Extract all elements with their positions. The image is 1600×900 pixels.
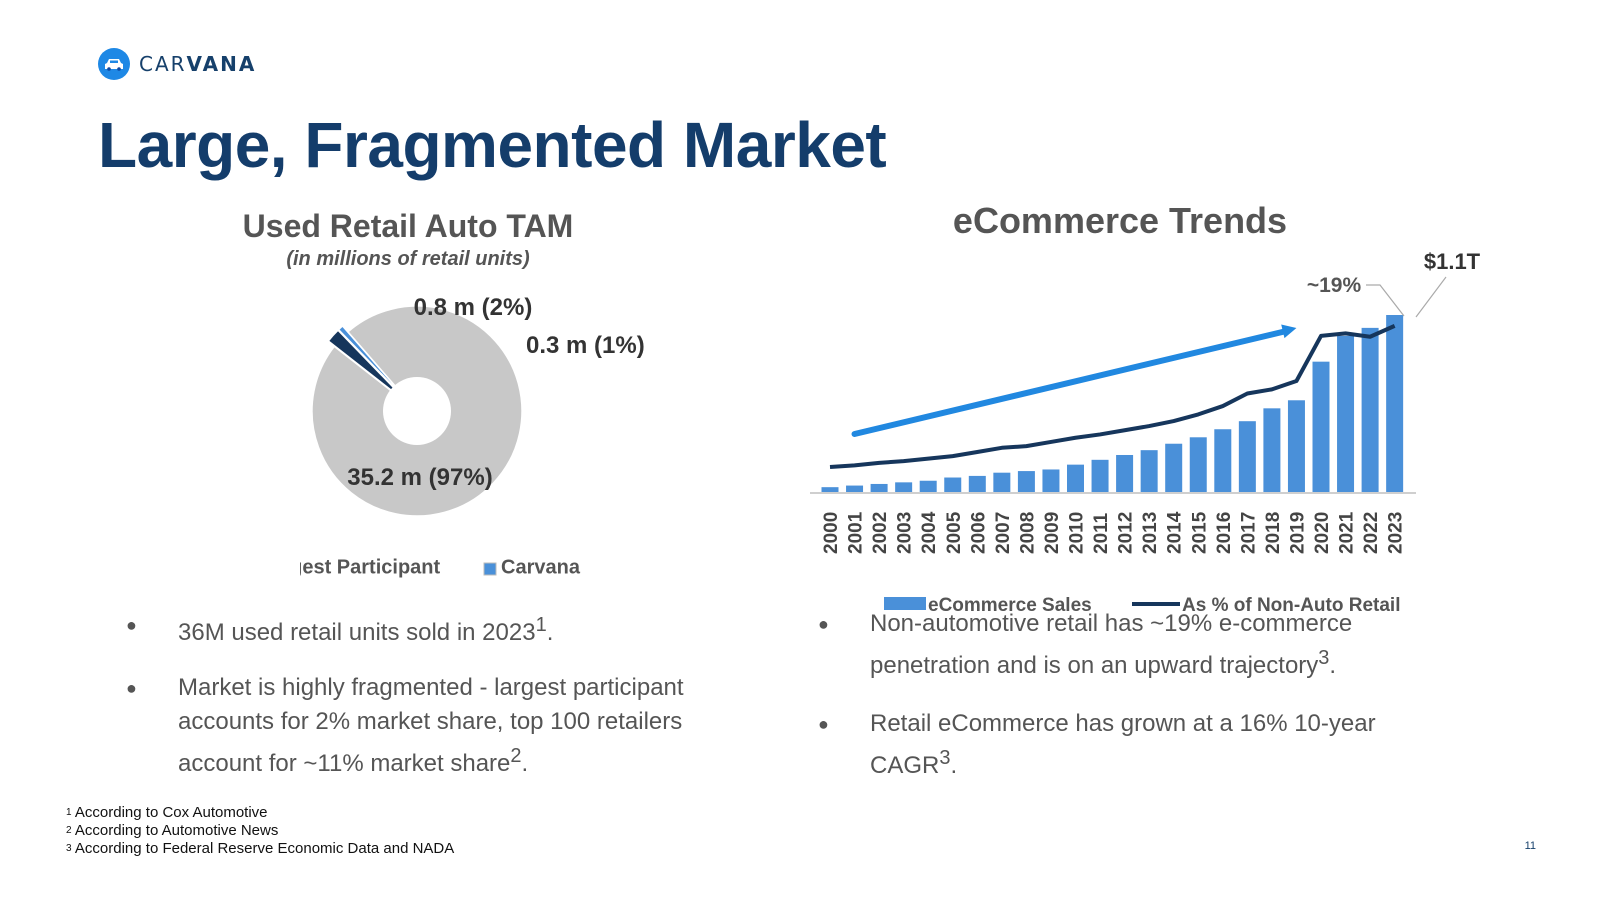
bar-2016 — [1214, 429, 1231, 492]
x-tick-label: 2011 — [1091, 512, 1112, 554]
bar-2003 — [895, 482, 912, 492]
bar-2023 — [1386, 315, 1403, 492]
bar-2000 — [822, 487, 839, 492]
x-tick-label: 2010 — [1067, 512, 1088, 554]
x-tick-label: 2007 — [993, 512, 1014, 554]
x-tick-label: 2000 — [821, 512, 842, 554]
annotation-total: $1.1T — [1424, 249, 1481, 274]
bar-2006 — [969, 476, 986, 492]
annotation-pct-leader — [1366, 285, 1404, 316]
x-tick-label: 2001 — [846, 511, 867, 554]
x-tick-label: 2009 — [1042, 512, 1063, 554]
bar-2010 — [1067, 465, 1084, 492]
x-tick-label: 2006 — [968, 512, 989, 554]
bar-2008 — [1018, 471, 1035, 492]
x-tick-label: 2023 — [1386, 512, 1407, 554]
annotation-pct: ~19% — [1307, 274, 1362, 297]
left-bullet-list: 36M used retail units sold in 20231. Mar… — [126, 608, 766, 802]
bar-2015 — [1190, 437, 1207, 492]
x-tick-label: 2019 — [1287, 512, 1308, 554]
pct-series-line — [830, 326, 1395, 467]
footnote: 3 According to Federal Reserve Economic … — [66, 840, 454, 858]
x-tick-label: 2022 — [1361, 512, 1382, 554]
bullet-item: 36M used retail units sold in 20231. — [126, 608, 766, 650]
bar-2001 — [846, 486, 863, 492]
x-tick-label: 2021 — [1337, 511, 1358, 554]
bar-2022 — [1362, 328, 1379, 492]
annotation-total-leader — [1416, 277, 1446, 317]
bar-2009 — [1042, 469, 1059, 492]
bar-2013 — [1141, 450, 1158, 492]
bar-2017 — [1239, 421, 1256, 492]
right-bullet-list: Non-automotive retail has ~19% e-commerc… — [818, 607, 1458, 804]
footnote: 2 According to Automotive News — [66, 822, 454, 840]
bar-2021 — [1337, 336, 1354, 492]
bar-2018 — [1263, 408, 1280, 492]
x-tick-label: 2002 — [870, 512, 891, 554]
x-tick-label: 2014 — [1165, 511, 1186, 554]
footnotes: 1 According to Cox Automotive 2 Accordin… — [66, 804, 454, 858]
x-tick-label: 2017 — [1238, 512, 1259, 554]
x-tick-label: 2013 — [1140, 512, 1161, 554]
bar-2014 — [1165, 444, 1182, 492]
x-tick-label: 2005 — [944, 511, 965, 554]
x-tick-label: 2003 — [895, 512, 916, 554]
x-tick-label: 2018 — [1263, 512, 1284, 554]
x-tick-label: 2015 — [1189, 511, 1210, 554]
footnote: 1 According to Cox Automotive — [66, 804, 454, 822]
page-number: 11 — [1525, 840, 1536, 852]
bullet-item: Market is highly fragmented - largest pa… — [126, 671, 766, 781]
bar-2011 — [1092, 460, 1109, 492]
bar-2002 — [871, 484, 888, 492]
bullet-item: Retail eCommerce has grown at a 16% 10-y… — [818, 707, 1458, 783]
bar-2020 — [1313, 362, 1330, 492]
bar-2012 — [1116, 455, 1133, 492]
x-tick-label: 2016 — [1214, 512, 1235, 554]
bar-2004 — [920, 481, 937, 492]
x-tick-label: 2004 — [919, 511, 940, 554]
bar-2007 — [993, 473, 1010, 492]
x-tick-label: 2012 — [1116, 512, 1137, 554]
x-tick-label: 2008 — [1017, 512, 1038, 554]
trend-arrow — [855, 324, 1297, 434]
x-tick-label: 2020 — [1312, 512, 1333, 554]
bar-2019 — [1288, 400, 1305, 492]
bullet-item: Non-automotive retail has ~19% e-commerc… — [818, 607, 1458, 683]
bar-2005 — [944, 478, 961, 492]
